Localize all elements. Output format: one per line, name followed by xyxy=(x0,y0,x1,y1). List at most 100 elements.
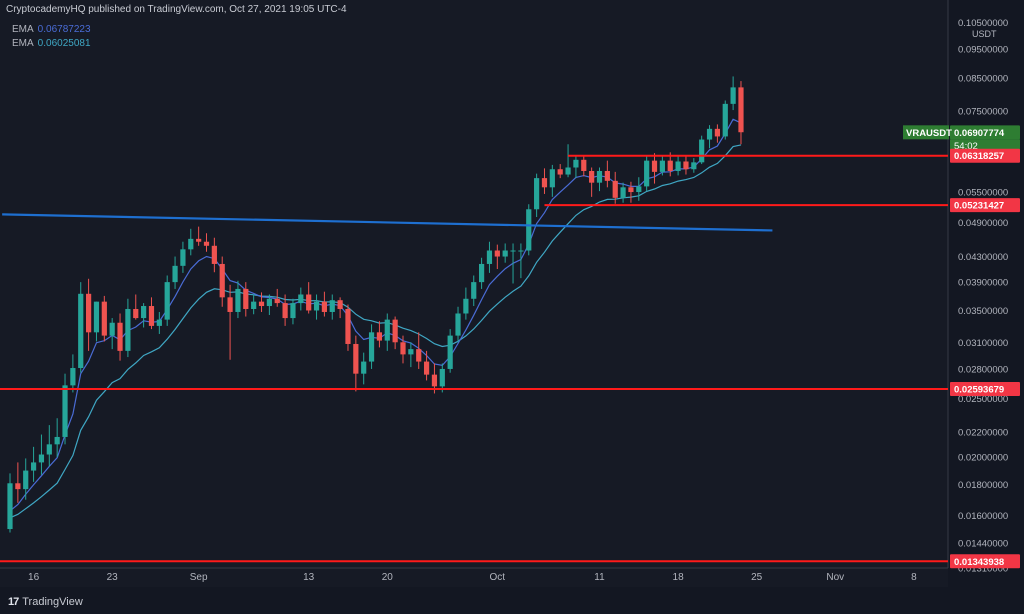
candle-body xyxy=(235,288,241,312)
symbol-badge-label: VRAUSDT xyxy=(906,128,952,139)
candle-body xyxy=(172,265,178,283)
ema-slow-line xyxy=(9,144,742,519)
candle-body xyxy=(589,170,595,183)
y-tick-label: 0.04300000 xyxy=(958,252,1008,263)
candle-body xyxy=(691,162,697,170)
ema-legend-2: EMA 0.06025081 xyxy=(12,38,91,49)
y-tick-label: 0.01440000 xyxy=(958,539,1008,550)
candle-body xyxy=(282,303,288,319)
candle-body xyxy=(290,303,296,319)
candle-body xyxy=(23,470,29,490)
y-tick-label: 0.01600000 xyxy=(958,511,1008,522)
x-tick-label: 16 xyxy=(28,572,40,583)
y-tick-label: 0.01310000 xyxy=(958,564,1008,575)
candle-body xyxy=(636,186,642,193)
candle-body xyxy=(730,87,736,104)
price-axis-panel xyxy=(948,0,1024,587)
candle-body xyxy=(423,361,430,375)
y-tick-label: 0.02200000 xyxy=(958,428,1008,439)
candle-body xyxy=(659,160,665,172)
candle-body xyxy=(534,178,540,210)
candle-body xyxy=(156,319,162,326)
candle-body xyxy=(738,87,744,133)
x-tick-label: 13 xyxy=(303,572,315,583)
candle-body xyxy=(337,300,343,309)
x-tick-label: 8 xyxy=(911,572,917,583)
candle-body xyxy=(125,308,131,351)
y-tick-label: 0.02000000 xyxy=(958,453,1008,464)
candle-body xyxy=(667,160,673,171)
candle-body xyxy=(596,170,603,183)
candle-body xyxy=(644,160,650,187)
currency-label: USDT xyxy=(972,29,997,39)
candle-body xyxy=(549,169,555,188)
candle-body xyxy=(93,301,100,333)
candle-body xyxy=(400,342,406,355)
candle-body xyxy=(30,462,37,471)
candle-body xyxy=(628,187,634,193)
candle-body xyxy=(148,306,155,326)
candle-body xyxy=(219,263,225,298)
candle-body xyxy=(54,436,60,445)
candle-body xyxy=(353,343,359,374)
candle-body xyxy=(416,349,422,362)
candle-body xyxy=(455,313,461,336)
tradingview-brand[interactable]: 17 TradingView xyxy=(8,596,83,608)
candle-body xyxy=(78,293,84,369)
countdown-text: 54:02 xyxy=(954,141,978,152)
candle-body xyxy=(651,160,658,172)
candle-body xyxy=(38,454,45,463)
candle-body xyxy=(376,332,383,341)
y-tick-label: 0.09500000 xyxy=(958,44,1008,55)
candle-body xyxy=(722,103,728,137)
candle-body xyxy=(510,250,516,252)
candle-body xyxy=(526,209,532,251)
candle-body xyxy=(486,250,493,264)
candle-body xyxy=(86,293,92,333)
candle-body xyxy=(203,241,210,246)
candle-body xyxy=(439,368,445,387)
candle-body xyxy=(494,250,500,257)
candle-body xyxy=(518,250,524,252)
x-tick-label: 11 xyxy=(594,572,605,583)
candle-body xyxy=(675,161,681,171)
publish-info: CryptocademyHQ published on TradingView.… xyxy=(6,4,347,15)
candle-body xyxy=(447,335,453,369)
x-tick-label: 18 xyxy=(673,572,685,583)
candle-body xyxy=(180,249,186,266)
price-badge-value: 0.05231427 xyxy=(954,201,1004,212)
candle-body xyxy=(431,374,438,387)
y-tick-label: 0.04900000 xyxy=(958,218,1008,229)
candle-body xyxy=(298,294,304,304)
brand-name: TradingView xyxy=(22,596,83,608)
candle-body xyxy=(345,308,351,344)
candle-body xyxy=(541,178,548,188)
x-tick-label: 20 xyxy=(382,572,394,583)
candle-body xyxy=(141,306,147,319)
candle-body xyxy=(329,300,335,312)
ema-2-label: EMA xyxy=(12,38,34,49)
price-badge xyxy=(950,382,1020,397)
candle-body xyxy=(313,301,320,311)
y-tick-label: 0.05500000 xyxy=(958,188,1008,199)
tradingview-logo-icon: 17 xyxy=(8,596,19,608)
ema-legend-1: EMA 0.06787223 xyxy=(12,24,91,35)
price-badge-value: 0.01343938 xyxy=(954,557,1004,568)
candle-body xyxy=(604,170,610,181)
price-badge xyxy=(950,148,1020,163)
candle-body xyxy=(109,322,115,336)
price-badge xyxy=(950,198,1020,213)
candle-body xyxy=(573,159,579,168)
x-tick-label: Nov xyxy=(826,572,844,583)
candle-body xyxy=(384,319,390,341)
candle-body xyxy=(557,169,563,175)
candle-body xyxy=(306,294,312,311)
y-tick-label: 0.03500000 xyxy=(958,306,1008,317)
ema-1-value: 0.06787223 xyxy=(37,24,91,35)
countdown-badge xyxy=(950,139,1020,152)
price-badge-value: 0.06907774 xyxy=(954,128,1005,139)
price-badge xyxy=(950,554,1020,569)
candle-body xyxy=(502,250,508,257)
